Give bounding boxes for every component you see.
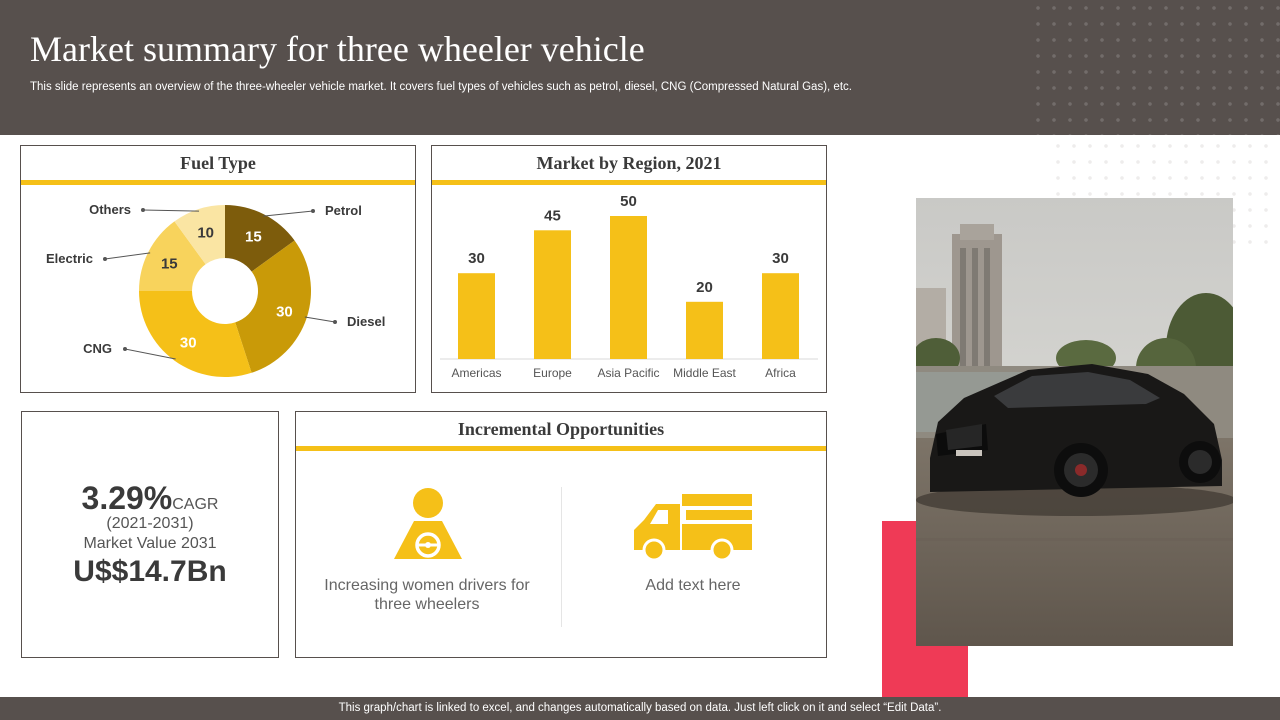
bar-category-label: Americas [451, 366, 501, 380]
bar-category-label: Africa [765, 366, 796, 380]
opportunities-title: Incremental Opportunities [457, 419, 665, 439]
donut-value-label: 30 [276, 303, 293, 320]
donut-leader-line [104, 252, 151, 260]
opportunities-divider [561, 487, 562, 627]
panel-accent-bar [21, 180, 415, 185]
dot-pattern [1030, 0, 1280, 135]
woman-driver-icon [394, 488, 462, 559]
donut-leader-line [304, 316, 336, 323]
bar-europe[interactable] [534, 230, 571, 359]
donut-value-label: 15 [245, 228, 262, 245]
bar-middle-east[interactable] [686, 301, 723, 359]
market-value: U$$14.7Bn [73, 555, 227, 588]
donut-slice-diesel[interactable] [235, 240, 311, 373]
fuel-type-donut-chart[interactable]: 15 Petrol 30 Diesel 30 CNG 15 Electric 10 Others [21, 146, 415, 392]
donut-slice-cng[interactable] [138, 291, 252, 377]
car-photo-illustration [916, 198, 1233, 646]
bar-americas[interactable] [458, 273, 495, 359]
donut-category-label: Petrol [325, 203, 362, 218]
cagr-label: CAGR [172, 496, 219, 513]
donut-category-label: Others [89, 202, 131, 217]
footer-note: This graph/chart is linked to excel, and… [0, 697, 1280, 720]
cagr-period: (2021-2031) [106, 515, 194, 532]
bar-category-label: Europe [533, 366, 572, 380]
donut-slice-electric[interactable] [139, 221, 206, 291]
donut-leader-dot [123, 347, 127, 351]
region-bar-chart[interactable]: 30 Americas 45 Europe 50 Asia Pacific 20 Middle… [432, 146, 826, 392]
donut-leader-line [124, 348, 176, 360]
fuel-type-panel: Fuel Type 15 Petrol 30 Diesel 30 CNG 15 Electri… [20, 145, 416, 393]
bar-asia-pacific[interactable] [610, 216, 647, 359]
bar-value-label: 50 [620, 193, 637, 210]
donut-value-label: 10 [197, 225, 214, 242]
fuel-type-title: Fuel Type [180, 153, 256, 173]
truck-icon [634, 494, 752, 560]
page-title: Market summary for three wheeler vehicle [30, 29, 645, 69]
opportunity-text-2: Add text here [645, 577, 741, 594]
donut-value-label: 30 [180, 335, 197, 352]
page-subtitle: This slide represents an overview of the… [30, 81, 852, 93]
donut-leader-dot [103, 257, 107, 261]
cagr-value: 3.29% [81, 480, 173, 516]
donut-value-label: 15 [161, 256, 178, 273]
bar-category-label: Middle East [673, 366, 736, 380]
donut-slice-others[interactable] [174, 205, 225, 265]
bar-value-label: 45 [544, 207, 561, 224]
donut-category-label: Diesel [347, 314, 385, 329]
market-value-label: Market Value 2031 [83, 535, 217, 552]
bar-category-label: Asia Pacific [597, 366, 659, 380]
opportunity-text-1: Increasing women drivers for three wheel… [324, 577, 530, 613]
region-panel: Market by Region, 2021 30 Americas 45 Europ… [431, 145, 827, 393]
opportunities-panel: Incremental Opportunities Increasing wom… [295, 411, 827, 658]
bar-value-label: 30 [772, 250, 789, 267]
donut-slice-petrol[interactable] [225, 205, 295, 272]
donut-leader-dot [333, 320, 337, 324]
donut-leader-dot [311, 209, 315, 213]
cagr-line: 3.29%CAGR [22, 480, 278, 517]
car-photo [916, 198, 1233, 646]
donut-leader-line [263, 210, 314, 217]
panel-accent-bar [432, 180, 826, 185]
region-title: Market by Region, 2021 [536, 153, 722, 173]
donut-leader-line [142, 209, 200, 212]
cagr-panel: 3.29%CAGR (2021-2031) Market Value 2031 … [21, 411, 279, 658]
donut-category-label: CNG [83, 341, 112, 356]
donut-category-label: Electric [46, 251, 93, 266]
bar-value-label: 20 [696, 279, 713, 296]
bar-africa[interactable] [762, 273, 799, 359]
panel-accent-bar [296, 446, 826, 451]
bar-value-label: 30 [468, 250, 485, 267]
header-band: Market summary for three wheeler vehicle… [0, 0, 1280, 135]
donut-leader-dot [141, 208, 145, 212]
